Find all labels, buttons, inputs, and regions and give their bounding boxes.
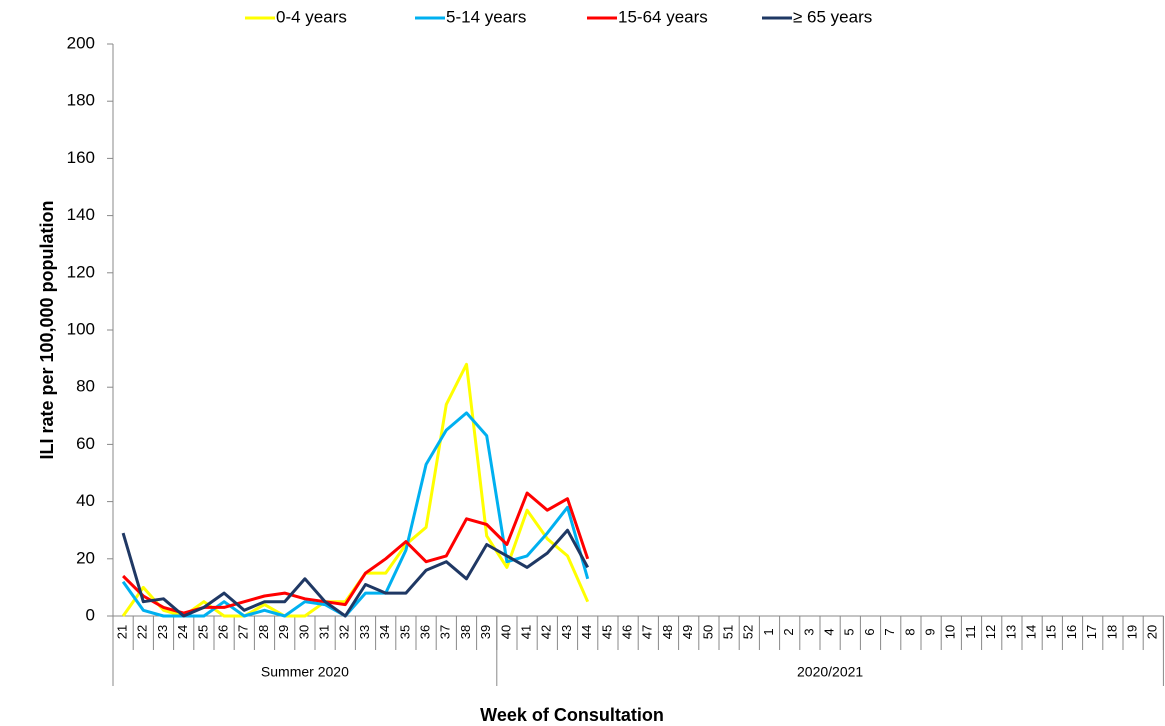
x-tick-label: 38 xyxy=(458,625,473,639)
y-tick-label: 140 xyxy=(67,205,95,224)
x-tick-label: 27 xyxy=(236,625,251,639)
series-line xyxy=(121,362,590,618)
y-tick-label: 200 xyxy=(67,33,95,52)
series-line xyxy=(121,411,590,618)
x-tick-label: 20 xyxy=(1145,625,1160,639)
x-tick-label: 33 xyxy=(357,625,372,639)
x-tick-label: 18 xyxy=(1104,625,1119,639)
series-line xyxy=(122,491,590,615)
x-tick-label: 3 xyxy=(801,628,816,635)
y-tick-label: 60 xyxy=(76,434,95,453)
x-tick-label: 10 xyxy=(943,625,958,639)
group-label: Summer 2020 xyxy=(261,664,349,680)
series-line xyxy=(121,528,590,618)
x-tick-label: 11 xyxy=(963,625,978,639)
x-tick-label: 48 xyxy=(660,625,675,639)
x-tick-label: 43 xyxy=(559,625,574,639)
legend-label: 15-64 years xyxy=(618,7,708,26)
x-tick-label: 26 xyxy=(216,625,231,639)
x-tick-label: 22 xyxy=(135,625,150,639)
legend-label: 5-14 years xyxy=(446,7,526,26)
x-tick-label: 6 xyxy=(862,628,877,635)
y-tick-label: 180 xyxy=(67,91,95,110)
y-tick-label: 40 xyxy=(76,491,95,510)
x-tick-label: 46 xyxy=(620,625,635,639)
x-tick-label: 23 xyxy=(155,625,170,639)
x-tick-label: 51 xyxy=(721,625,736,639)
x-tick-label: 32 xyxy=(337,625,352,639)
x-tick-label: 9 xyxy=(923,628,938,635)
x-tick-label: 28 xyxy=(256,625,271,639)
x-tick-label: 16 xyxy=(1064,625,1079,639)
y-tick-label: 20 xyxy=(76,548,95,567)
x-tick-label: 8 xyxy=(902,628,917,635)
y-tick-label: 0 xyxy=(86,605,95,624)
y-tick-label: 100 xyxy=(67,319,95,338)
x-tick-label: 45 xyxy=(599,625,614,639)
x-tick-label: 7 xyxy=(882,628,897,635)
x-tick-label: 1 xyxy=(761,628,776,635)
x-tick-label: 36 xyxy=(418,625,433,639)
x-tick-label: 39 xyxy=(478,625,493,639)
x-tick-label: 2 xyxy=(781,628,796,635)
x-axis-title: Week of Consultation xyxy=(480,705,664,725)
x-tick-label: 31 xyxy=(317,625,332,639)
y-tick-label: 120 xyxy=(67,262,95,281)
x-tick-label: 41 xyxy=(519,625,534,639)
x-tick-label: 29 xyxy=(276,625,291,639)
x-tick-label: 13 xyxy=(1003,625,1018,639)
x-tick-label: 34 xyxy=(377,625,392,639)
legend-label: 0-4 years xyxy=(276,7,347,26)
x-tick-label: 24 xyxy=(175,625,190,639)
x-tick-label: 4 xyxy=(822,628,837,635)
x-tick-label: 50 xyxy=(700,625,715,639)
y-tick-label: 80 xyxy=(76,377,95,396)
x-tick-label: 40 xyxy=(498,625,513,639)
x-tick-label: 21 xyxy=(115,625,130,639)
x-tick-label: 15 xyxy=(1044,625,1059,639)
x-tick-label: 17 xyxy=(1084,625,1099,639)
x-tick-label: 52 xyxy=(741,625,756,639)
x-tick-label: 5 xyxy=(842,628,857,635)
x-tick-label: 14 xyxy=(1024,625,1039,639)
x-tick-label: 30 xyxy=(296,625,311,639)
x-tick-label: 44 xyxy=(579,625,594,639)
x-tick-label: 37 xyxy=(438,625,453,639)
x-tick-label: 12 xyxy=(983,625,998,639)
y-axis-title: ILI rate per 100,000 population xyxy=(37,200,57,459)
x-tick-label: 19 xyxy=(1125,625,1140,639)
x-tick-label: 25 xyxy=(195,625,210,639)
x-tick-label: 42 xyxy=(539,625,554,639)
x-tick-label: 47 xyxy=(640,625,655,639)
group-label: 2020/2021 xyxy=(797,664,863,680)
x-tick-label: 35 xyxy=(397,625,412,639)
legend-label: ≥ 65 years xyxy=(793,7,872,26)
x-tick-label: 49 xyxy=(680,625,695,639)
y-tick-label: 160 xyxy=(67,148,95,167)
